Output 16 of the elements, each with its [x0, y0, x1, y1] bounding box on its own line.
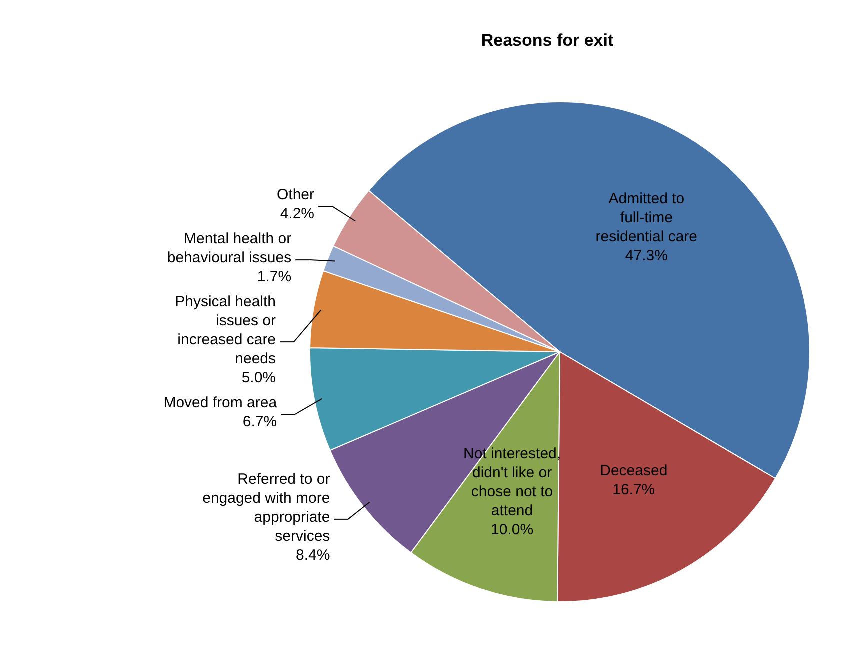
slice-label: Moved from area [164, 394, 278, 412]
slice-label: Deceased [600, 462, 668, 480]
data-label: 8.4% [296, 546, 330, 564]
slice-label: Mental health or behavioural issues [167, 230, 292, 267]
data-label: 1.7% [257, 268, 292, 286]
data-label: 47.3% [625, 248, 668, 265]
data-label: 6.7% [242, 414, 278, 431]
data-label: 16.7% [612, 482, 656, 499]
slice-label: Other [277, 186, 315, 204]
data-label: 4.2% [280, 206, 315, 223]
slice-label: Referred to or engaged with more appropriate services [202, 470, 330, 545]
slice-label: Physical health issues or increased care needs [175, 294, 276, 368]
data-label: 10.0% [491, 522, 534, 539]
slice-label: Admitted to full-time residential care [596, 190, 698, 246]
chart-title: Reasons for exit [481, 31, 614, 50]
data-label: 5.0% [242, 370, 276, 387]
